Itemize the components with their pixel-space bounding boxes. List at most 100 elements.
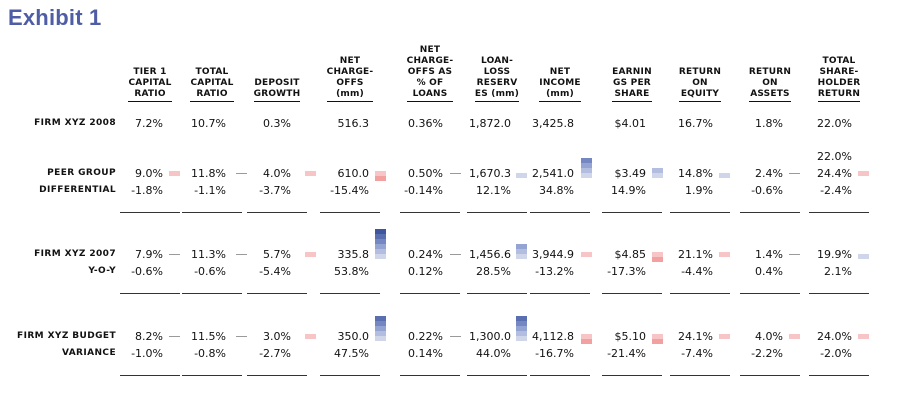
unfavorable-indicator-cell xyxy=(719,252,730,257)
group-value: 7.9% xyxy=(135,248,163,261)
row-label: FIRM XYZ BUDGET xyxy=(17,331,116,341)
column-header-line: LOSS xyxy=(483,67,511,77)
group-value: 24.1% xyxy=(678,330,713,343)
column-header-text: NET CHARGE- OFFS (mm) xyxy=(326,56,374,102)
diff-label: Y-O-Y xyxy=(88,266,116,276)
group-separator xyxy=(602,212,662,213)
group-value: 8.2% xyxy=(135,330,163,343)
group-separator xyxy=(182,293,242,294)
group-separator xyxy=(740,293,800,294)
diff-value: 44.0% xyxy=(476,347,511,360)
favorable-indicator-cell xyxy=(516,326,527,331)
favorable-indicator-cell xyxy=(375,244,386,249)
group-value: $4.85 xyxy=(614,248,647,261)
diff-value: 53.8% xyxy=(334,265,369,278)
column-header-line: NET xyxy=(339,56,361,66)
group-value: 3.0% xyxy=(263,330,291,343)
favorable-indicator-cell xyxy=(375,239,386,244)
group-value: 350.0 xyxy=(337,330,370,343)
neutral-indicator xyxy=(169,336,180,337)
neutral-indicator xyxy=(169,254,180,255)
column-header-text: TIER 1 CAPITAL RATIO xyxy=(128,67,172,102)
favorable-indicator-cell xyxy=(581,173,592,178)
column-header-line: RETURN xyxy=(817,89,861,99)
diff-value: 0.12% xyxy=(408,265,443,278)
group-value: 2,541.0 xyxy=(532,167,574,180)
favorable-indicator-cell xyxy=(375,254,386,259)
diff-value: -5.4% xyxy=(259,265,291,278)
column-header-line: RATIO xyxy=(134,89,166,99)
diff-value: 2.1% xyxy=(824,265,852,278)
diff-value: -2.4% xyxy=(820,184,852,197)
neutral-indicator xyxy=(236,254,247,255)
column-header-line: RATIO xyxy=(196,89,228,99)
group-separator xyxy=(120,212,180,213)
column-header-text: NET INCOME (mm) xyxy=(539,67,581,102)
column-header: EARNIN GS PER SHARE xyxy=(596,38,668,102)
diff-value: -21.4% xyxy=(607,347,646,360)
diff-value: -2.2% xyxy=(751,347,783,360)
diff-value: -0.6% xyxy=(131,265,163,278)
group-value: 24.0% xyxy=(817,330,852,343)
diff-value: -4.4% xyxy=(681,265,713,278)
group-separator xyxy=(809,375,869,376)
neutral-indicator xyxy=(789,173,800,174)
column-header: TOTAL SHARE- HOLDER RETURN xyxy=(803,38,875,102)
favorable-indicator-cell xyxy=(581,158,592,163)
group-value: 610.0 xyxy=(337,167,370,180)
group-separator xyxy=(120,293,180,294)
column-header-line: % OF xyxy=(416,78,444,88)
column-header-line: CAPITAL xyxy=(190,78,234,88)
favorable-indicator-cell xyxy=(858,254,869,259)
unfavorable-indicator-cell xyxy=(169,171,180,176)
group-separator xyxy=(400,375,460,376)
column-header-line: NET xyxy=(419,45,441,55)
column-header-line: GS PER xyxy=(613,78,651,88)
favorable-indicator-cell xyxy=(581,163,592,168)
group-value: 5.7% xyxy=(263,248,291,261)
column-header-line: NET xyxy=(549,67,571,77)
favorable-indicator-cell xyxy=(375,326,386,331)
neutral-indicator xyxy=(236,173,247,174)
group-value: 11.8% xyxy=(191,167,226,180)
diff-label: DIFFERENTIAL xyxy=(39,185,116,195)
group-value: 1,456.6 xyxy=(469,248,511,261)
group-separator xyxy=(740,212,800,213)
column-header: DEPOSIT GROWTH xyxy=(241,38,313,102)
column-header-line: ON xyxy=(762,78,778,88)
column-header-line: (mm) xyxy=(546,89,574,99)
column-header-text: EARNIN GS PER SHARE xyxy=(612,67,652,102)
diff-value: -0.6% xyxy=(751,184,783,197)
group-value: 24.4% xyxy=(817,167,852,180)
column-header-line: RESERV xyxy=(476,78,518,88)
column-header-line: ON xyxy=(692,78,708,88)
group-value: 21.1% xyxy=(678,248,713,261)
group-value: 3,944.9 xyxy=(532,248,574,261)
column-header-text: RETURN ON ASSETS xyxy=(748,67,792,102)
favorable-indicator-cell xyxy=(375,336,386,341)
diff-value: -17.3% xyxy=(607,265,646,278)
group-separator xyxy=(530,293,590,294)
group-value: 4.0% xyxy=(755,330,783,343)
neutral-indicator xyxy=(236,336,247,337)
group-separator xyxy=(670,293,730,294)
column-header-line: OFFS AS xyxy=(407,67,453,77)
column-header-line: TIER 1 xyxy=(133,67,167,77)
group-value: $5.10 xyxy=(614,330,647,343)
column-header: RETURN ON ASSETS xyxy=(734,38,806,102)
column-header-line: HOLDER xyxy=(817,78,861,88)
unfavorable-indicator-cell xyxy=(581,252,592,257)
diff-value: -1.8% xyxy=(131,184,163,197)
group-separator xyxy=(182,212,242,213)
group-value: 335.8 xyxy=(337,248,370,261)
unfavorable-indicator-cell xyxy=(858,334,869,339)
firm-2008-value: 0.36% xyxy=(408,117,443,130)
column-header-text: LOAN- LOSS RESERV ES (mm) xyxy=(474,56,520,102)
column-header-line: SHARE- xyxy=(819,67,859,77)
favorable-indicator-cell xyxy=(516,173,527,178)
column-header-line: EQUITY xyxy=(680,89,720,99)
diff-value: -0.14% xyxy=(404,184,443,197)
group-value: 1,670.3 xyxy=(469,167,511,180)
row-label: FIRM XYZ 2007 xyxy=(34,249,116,259)
column-header-line: ASSETS xyxy=(750,89,790,99)
